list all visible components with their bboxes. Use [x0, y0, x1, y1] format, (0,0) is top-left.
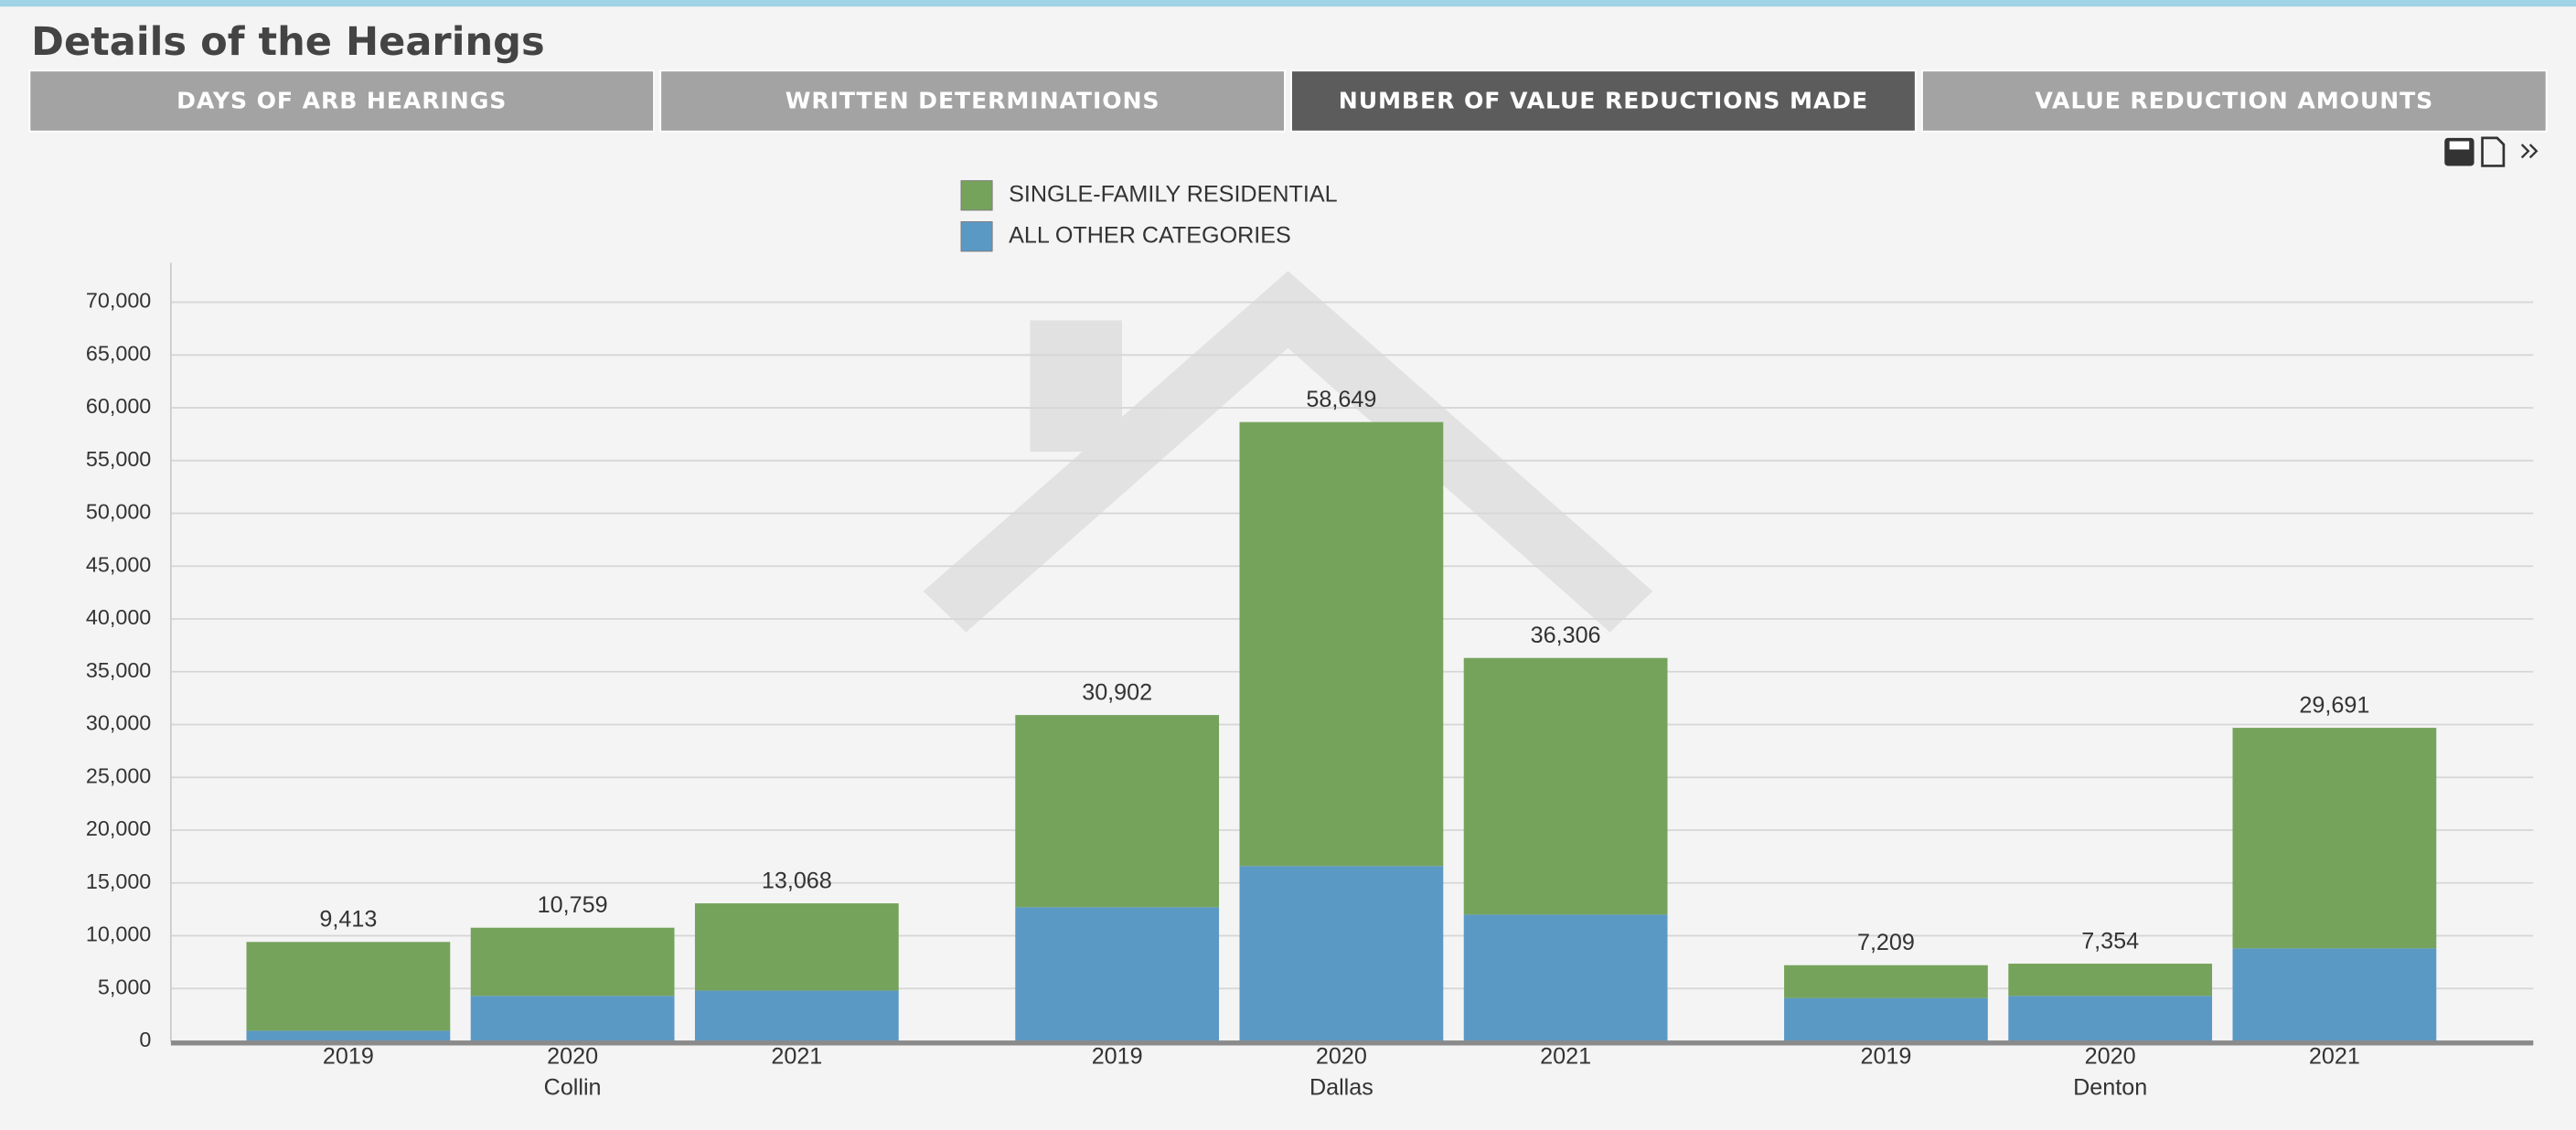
- bar-segment: [1784, 997, 1988, 1041]
- y-tick-label: 20,000: [86, 816, 151, 840]
- bar-segment: [2008, 964, 2213, 997]
- x-tick-label: 2021: [771, 1044, 822, 1070]
- x-tick-label: 2019: [1860, 1044, 1911, 1070]
- group-label: Dallas: [1309, 1075, 1374, 1101]
- x-tick-label: 2021: [2309, 1044, 2360, 1070]
- x-tick-label: 2019: [323, 1044, 374, 1070]
- bar-segment: [1239, 421, 1444, 867]
- y-tick-label: 35,000: [86, 658, 151, 682]
- tab-label: DAYS OF ARB HEARINGS: [176, 87, 507, 113]
- top-bar: [0, 0, 2576, 7]
- tab[interactable]: [1921, 69, 2548, 133]
- tab[interactable]: [1290, 69, 1917, 133]
- y-tick-label: 50,000: [86, 500, 151, 524]
- y-tick-label: 10,000: [86, 922, 151, 946]
- y-tick-label: 15,000: [86, 869, 151, 893]
- y-tick-label: 40,000: [86, 605, 151, 629]
- bar-segment: [470, 996, 675, 1041]
- watermark: [923, 271, 1653, 633]
- total-label: 29,691: [2299, 692, 2369, 718]
- y-tick-label: 30,000: [86, 711, 151, 735]
- bar-segment: [246, 942, 451, 1031]
- legend-label: ALL OTHER CATEGORIES: [1009, 222, 1291, 248]
- bar-segment: [1015, 907, 1220, 1041]
- y-tick-label: 5,000: [98, 975, 151, 998]
- bar-segment: [694, 990, 899, 1041]
- tab-label: WRITTEN DETERMINATIONS: [786, 87, 1160, 113]
- total-label: 58,649: [1306, 387, 1376, 412]
- page-title: Details of the Hearings: [31, 19, 545, 65]
- x-tick-label: 2020: [2085, 1044, 2136, 1070]
- tab-label: VALUE REDUCTION AMOUNTS: [2035, 87, 2433, 113]
- toolbar-icons: [2444, 136, 2539, 167]
- tab[interactable]: [659, 69, 1286, 133]
- y-tick-label: 55,000: [86, 447, 151, 471]
- bar-segment: [694, 903, 899, 991]
- bar-segment: [1463, 914, 1668, 1041]
- group-label: Collin: [544, 1075, 602, 1101]
- group-label: Denton: [2073, 1075, 2147, 1101]
- bar-segment: [2008, 996, 2213, 1041]
- y-tick-label: 45,000: [86, 552, 151, 576]
- total-label: 7,354: [2081, 928, 2139, 954]
- total-label: 36,306: [1531, 623, 1601, 648]
- bar-segment: [2232, 728, 2437, 949]
- export-icon[interactable]: [2481, 136, 2506, 167]
- x-tick-label: 2020: [547, 1044, 598, 1070]
- chart: 0 5,000 10,000 15,000 20,000 25,000 30,000 35,0…: [86, 180, 2534, 1101]
- legend-label: SINGLE-FAMILY RESIDENTIAL: [1009, 181, 1338, 207]
- total-label: 7,209: [1857, 930, 1915, 955]
- total-label: 10,759: [538, 892, 608, 918]
- y-tick-label: 65,000: [86, 341, 151, 365]
- bar-segment: [1784, 965, 1988, 998]
- x-tick-label: 2019: [1092, 1044, 1143, 1070]
- more-icon[interactable]: [2520, 144, 2539, 159]
- total-label: 13,068: [762, 868, 832, 893]
- y-tick-label: 25,000: [86, 763, 151, 787]
- bar-segment: [470, 927, 675, 997]
- tab-label: NUMBER OF VALUE REDUCTIONS MADE: [1339, 87, 1868, 113]
- x-tick-label: 2020: [1316, 1044, 1367, 1070]
- print-icon-paper: [2449, 141, 2470, 150]
- tab-bar: DAYS OF ARB HEARINGS WRITTEN DETERMINATIO…: [28, 69, 2548, 133]
- bar-segment: [1463, 657, 1668, 915]
- tab[interactable]: [28, 69, 655, 133]
- legend-swatch: [960, 221, 993, 252]
- bar-segment: [246, 1030, 451, 1041]
- y-tick-label: 0: [139, 1028, 151, 1051]
- bar-segment: [2232, 948, 2437, 1041]
- total-label: 9,413: [319, 907, 377, 933]
- y-tick-label: 60,000: [86, 394, 151, 418]
- total-label: 30,902: [1082, 679, 1152, 705]
- y-tick-label: 70,000: [86, 289, 151, 313]
- bar-segment: [1015, 715, 1220, 908]
- legend-swatch: [960, 180, 993, 211]
- x-tick-label: 2021: [1540, 1044, 1591, 1070]
- bar-segment: [1239, 866, 1444, 1041]
